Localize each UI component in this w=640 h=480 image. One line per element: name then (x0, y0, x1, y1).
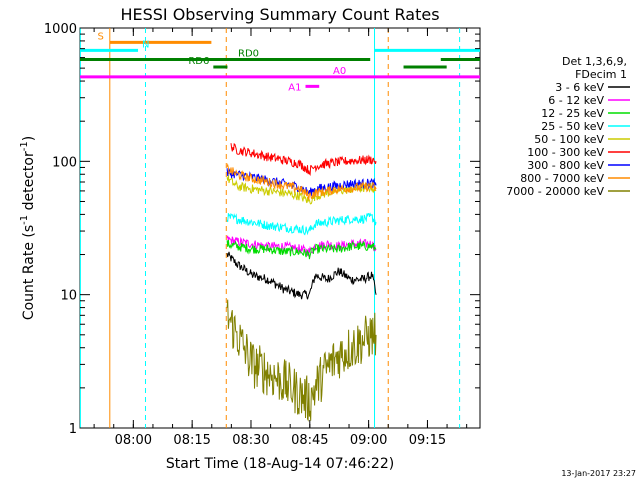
state-bar-label-rd6: RD6 (188, 56, 209, 67)
chart-title: HESSI Observing Summary Count Rates (120, 5, 439, 24)
state-bar-label-a1: A1 (288, 82, 301, 93)
footer-date: 13-Jan-2017 23:27 (561, 469, 636, 478)
y-axis-label-part3: ) (21, 136, 37, 141)
legend-label-3: 25 - 50 keV (541, 120, 604, 133)
y-axis-label-part2: detector (21, 151, 37, 215)
legend-label-0: 3 - 6 keV (555, 81, 604, 94)
y-axis-label-part1: Count Rate (s (21, 225, 37, 320)
y-tick-label-3: 1000 (44, 22, 77, 37)
legend-label-4: 50 - 100 keV (534, 133, 604, 146)
legend-label-5: 100 - 300 keV (527, 146, 604, 159)
series-line-2 (226, 239, 377, 260)
series-line-3 (226, 212, 377, 236)
legend-header-0: Det 1,3,6,9, (562, 55, 627, 68)
series-line-1 (226, 235, 377, 257)
x-tick-label-5: 09:15 (409, 433, 446, 448)
y-axis-label: Count Rate (s-1 detector-1) (19, 136, 37, 320)
y-axis-label-sup2: -1 (19, 141, 30, 151)
state-bar-label-n: N (142, 39, 149, 50)
legend-label-1: 6 - 12 keV (548, 94, 604, 107)
data-series (226, 142, 377, 422)
y-tick-label-0: 1 (69, 422, 77, 437)
x-tick-label-0: 08:00 (115, 433, 152, 448)
legend-label-7: 800 - 7000 keV (520, 172, 604, 185)
state-bar-label-rd0: RD0 (238, 49, 259, 60)
y-tick-label-2: 100 (52, 155, 77, 170)
legend-label-6: 300 - 800 keV (527, 159, 604, 172)
x-tick-label-2: 08:30 (232, 433, 269, 448)
x-tick-label-1: 08:15 (173, 433, 210, 448)
state-bar-label-a0: A0 (333, 66, 346, 77)
series-line-4 (226, 174, 377, 205)
x-axis: 08:00 08:15 08:30 08:45 09:00 09:15 (93, 28, 468, 448)
time-markers (79, 28, 461, 428)
series-line-8 (226, 299, 377, 422)
legend-label-8: 7000 - 20000 keV (506, 185, 604, 198)
legend-label-2: 12 - 25 keV (541, 107, 604, 120)
state-bar-label-s: S (97, 31, 103, 42)
x-tick-label-4: 09:00 (350, 433, 387, 448)
series-line-0 (226, 251, 377, 300)
x-axis-label: Start Time (18-Aug-14 07:46:22) (166, 456, 394, 472)
series-line-7 (226, 163, 377, 200)
series-line-6 (226, 168, 377, 197)
legend-header-1: FDecim 1 (575, 68, 627, 81)
y-axis: 1 10 100 1000 (44, 22, 480, 437)
attenuator-state-bars: S N RD0 RD6 A0 A1 (80, 31, 480, 93)
y-tick-label-1: 10 (60, 289, 77, 304)
x-tick-label-3: 08:45 (291, 433, 328, 448)
y-axis-label-sup1: -1 (19, 215, 30, 225)
series-line-5 (230, 142, 377, 176)
